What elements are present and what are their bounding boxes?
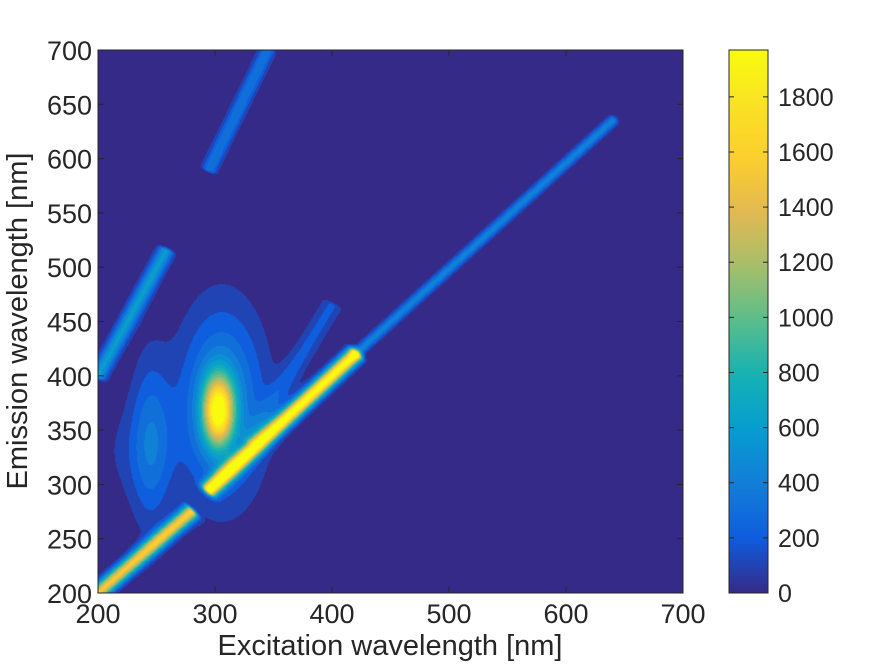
colorbar-tick-label: 200 — [778, 525, 820, 553]
x-tick-label: 400 — [309, 599, 354, 629]
y-tick-label: 700 — [47, 36, 92, 66]
colorbar-tick-label: 600 — [778, 415, 820, 443]
x-tick-label: 600 — [543, 599, 588, 629]
x-tick-label: 200 — [75, 599, 120, 629]
colorbar-tick-label: 400 — [778, 470, 820, 498]
x-tick-label: 500 — [426, 599, 471, 629]
x-tick-label: 300 — [192, 599, 237, 629]
colorbar-tick-label: 1000 — [778, 304, 834, 332]
y-tick-label: 250 — [47, 525, 92, 555]
colorbar-tick-label: 800 — [778, 359, 820, 387]
colorbar-tick-label: 0 — [778, 580, 792, 608]
y-tick-label: 400 — [47, 362, 92, 392]
y-tick-label: 650 — [47, 90, 92, 120]
colorbar-frame — [728, 49, 769, 594]
y-tick-label: 350 — [47, 416, 92, 446]
y-tick-label: 300 — [47, 470, 92, 500]
colorbar-tick-label: 1800 — [778, 84, 834, 112]
y-tick-label: 600 — [47, 145, 92, 175]
colorbar-ticks: 0 200 400 600 800 1000 1200 1400 1600 1800 — [729, 84, 834, 608]
colorbar-tick-label: 1400 — [778, 194, 834, 222]
y-axis-label: Emission wavelength [nm] — [2, 153, 34, 490]
x-tick-label: 700 — [660, 599, 705, 629]
y-axis-ticks: 200 250 300 350 400 450 500 550 600 650 700 — [47, 36, 683, 609]
x-axis-ticks: 200 300 400 500 600 700 — [75, 50, 706, 629]
x-axis-label: Excitation wavelength [nm] — [218, 630, 563, 662]
y-tick-label: 500 — [47, 253, 92, 283]
contour-plot-area — [97, 49, 684, 594]
colorbar: 0 200 400 600 800 1000 1200 1400 1600 1800 — [728, 49, 834, 608]
y-tick-label: 450 — [47, 308, 92, 338]
contour-heatmap-image — [98, 50, 683, 593]
colorbar-tick-label: 1600 — [778, 139, 834, 167]
colorbar-tick-label: 1200 — [778, 249, 834, 277]
y-tick-label: 200 — [47, 579, 92, 609]
y-tick-label: 550 — [47, 199, 92, 229]
colorbar-gradient — [729, 50, 768, 593]
